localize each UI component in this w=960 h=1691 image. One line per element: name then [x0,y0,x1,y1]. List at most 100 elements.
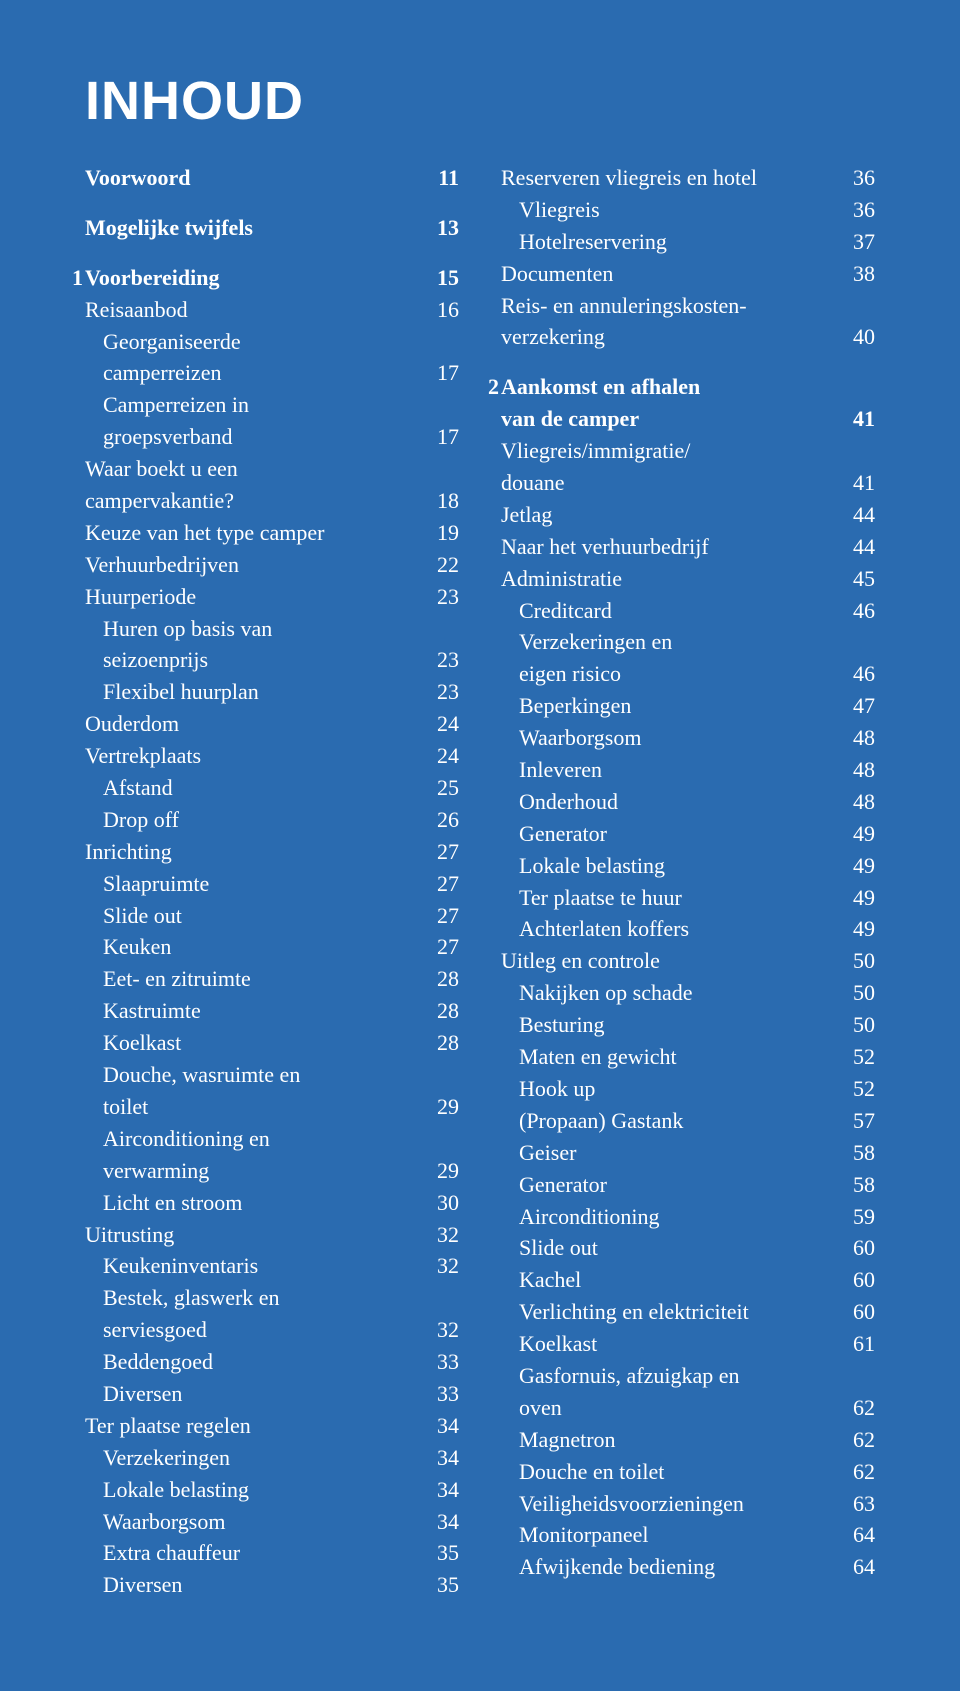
toc-entry: Drop off26 [85,804,459,836]
toc-page-number: 48 [835,786,875,818]
toc-entry: Slide out27 [85,900,459,932]
toc-page-number: 46 [835,658,875,690]
toc-label: Douche en toilet [501,1456,835,1488]
toc-page-number: 34 [419,1506,459,1538]
toc-entry: Diversen35 [85,1569,459,1601]
toc-label: Georganiseerde [85,326,419,358]
toc-page-number: 19 [419,517,459,549]
toc-entry: oven62 [501,1392,875,1424]
toc-entry: Maten en gewicht52 [501,1041,875,1073]
toc-page-number: 60 [835,1296,875,1328]
toc-entry: Kachel60 [501,1264,875,1296]
toc-label: Geiser [501,1137,835,1169]
toc-entry: Administratie45 [501,563,875,595]
toc-page-number: 41 [835,467,875,499]
toc-label: Vertrekplaats [85,740,419,772]
toc-page-number: 52 [835,1073,875,1105]
toc-page-number: 40 [835,321,875,353]
toc-label: Huren op basis van [85,613,419,645]
toc-entry: Nakijken op schade50 [501,977,875,1009]
toc-page-number: 27 [419,836,459,868]
toc-label: Licht en stroom [85,1187,419,1219]
toc-entry: Koelkast28 [85,1027,459,1059]
toc-entry: Geiser58 [501,1137,875,1169]
toc-entry: Koelkast61 [501,1328,875,1360]
toc-entry: Kastruimte28 [85,995,459,1027]
toc-label: eigen risico [501,658,835,690]
toc-page-number: 57 [835,1105,875,1137]
toc-label: campervakantie? [85,485,419,517]
toc-label: (Propaan) Gastank [501,1105,835,1137]
toc-entry: Vertrekplaats24 [85,740,459,772]
toc-label: seizoenprijs [85,644,419,676]
toc-entry: Documenten38 [501,258,875,290]
toc-page-number: 28 [419,995,459,1027]
toc-label: Keuken [85,931,419,963]
toc-entry: Airconditioning en [85,1123,459,1155]
toc-label: groepsverband [85,421,419,453]
toc-page-number: 36 [835,194,875,226]
toc-label: Douche, wasruimte en [85,1059,419,1091]
toc-label: Waar boekt u een [85,453,419,485]
toc-label: Mogelijke twijfels [85,212,419,244]
toc-page-number: 33 [419,1346,459,1378]
toc-entry: Uitrusting32 [85,1219,459,1251]
toc-page-number: 11 [419,162,459,194]
toc-label: Nakijken op schade [501,977,835,1009]
toc-entry: Ter plaatse regelen34 [85,1410,459,1442]
toc-page-number: 62 [835,1424,875,1456]
toc-page-number: 22 [419,549,459,581]
toc-label: Creditcard [501,595,835,627]
toc-label: Vliegreis [501,194,835,226]
toc-page-number: 23 [419,644,459,676]
toc-label: Vliegreis/immigratie/ [501,435,835,467]
toc-label: Gasfornuis, afzuigkap en [501,1360,835,1392]
toc-label: Verhuurbedrijven [85,549,419,581]
toc-entry: 2Aankomst en afhalen [501,371,875,403]
toc-entry: Jetlag44 [501,499,875,531]
toc-entry: Huren op basis van [85,613,459,645]
toc-page-number: 59 [835,1201,875,1233]
toc-entry: Ouderdom24 [85,708,459,740]
toc-entry: Georganiseerde [85,326,459,358]
toc-label: camperreizen [85,357,419,389]
toc-label: Verzekeringen en [501,626,835,658]
toc-page-number: 32 [419,1250,459,1282]
toc-label: Achterlaten koffers [501,913,835,945]
toc-entry: Achterlaten koffers49 [501,913,875,945]
toc-entry: camperreizen17 [85,357,459,389]
toc-page-number: 50 [835,977,875,1009]
toc-entry: Verlichting en elektriciteit60 [501,1296,875,1328]
toc-label: Airconditioning en [85,1123,419,1155]
toc-entry: Extra chauffeur35 [85,1537,459,1569]
toc-page-number: 38 [835,258,875,290]
toc-entry: verwarming29 [85,1155,459,1187]
toc-gap [85,194,459,212]
toc-label: toilet [85,1091,419,1123]
toc-label: Eet- en zitruimte [85,963,419,995]
toc-page-number: 49 [835,850,875,882]
toc-entry: Mogelijke twijfels13 [85,212,459,244]
toc-page-number: 49 [835,882,875,914]
toc-chapter-number: 2 [479,371,499,403]
toc-column-right: Reserveren vliegreis en hotel36Vliegreis… [501,162,875,1601]
toc-page-number: 27 [419,900,459,932]
toc-entry: Besturing50 [501,1009,875,1041]
toc-entry: Magnetron62 [501,1424,875,1456]
toc-label: Generator [501,818,835,850]
toc-chapter-number: 1 [63,262,83,294]
toc-label: Airconditioning [501,1201,835,1233]
toc-label: Voorbereiding [85,262,419,294]
toc-entry: Waar boekt u een [85,453,459,485]
toc-label: Afwijkende bediening [501,1551,835,1583]
toc-label: Administratie [501,563,835,595]
toc-label: Generator [501,1169,835,1201]
toc-entry: Bestek, glaswerk en [85,1282,459,1314]
toc-gap [85,244,459,262]
toc-entry: Waarborgsom34 [85,1506,459,1538]
toc-entry: Keuze van het type camper19 [85,517,459,549]
toc-page-number: 18 [419,485,459,517]
toc-entry: Inrichting27 [85,836,459,868]
toc-label: Maten en gewicht [501,1041,835,1073]
toc-entry: Slide out60 [501,1232,875,1264]
